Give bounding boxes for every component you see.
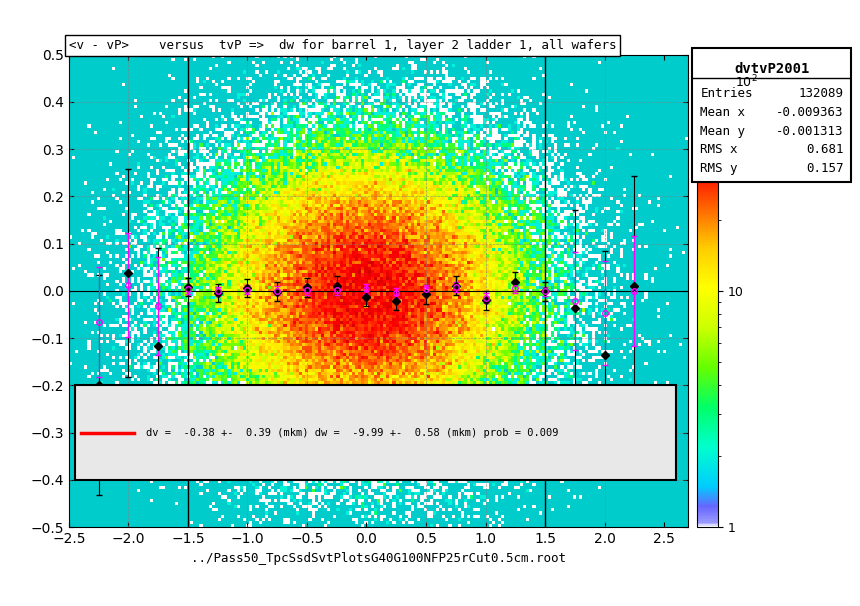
FancyBboxPatch shape: [75, 385, 676, 480]
Text: Mean y: Mean y: [700, 125, 746, 138]
Text: 0.681: 0.681: [806, 143, 844, 156]
Text: dvtvP2001: dvtvP2001: [734, 62, 809, 76]
Text: RMS x: RMS x: [700, 143, 738, 156]
Text: Mean x: Mean x: [700, 106, 746, 119]
X-axis label: ../Pass50_TpcSsdSvtPlotsG40G100NFP25rCut0.5cm.root: ../Pass50_TpcSsdSvtPlotsG40G100NFP25rCut…: [191, 551, 566, 565]
Text: RMS y: RMS y: [700, 162, 738, 175]
Text: -0.001313: -0.001313: [776, 125, 844, 138]
Text: $10^2$: $10^2$: [735, 73, 758, 90]
Text: dv =  -0.38 +-  0.39 (mkm) dw =  -9.99 +-  0.58 (mkm) prob = 0.009: dv = -0.38 +- 0.39 (mkm) dw = -9.99 +- 0…: [146, 428, 559, 438]
Text: <v - vP>    versus  tvP =>  dw for barrel 1, layer 2 ladder 1, all wafers: <v - vP> versus tvP => dw for barrel 1, …: [69, 39, 617, 52]
Text: Entries: Entries: [700, 87, 752, 101]
Text: -0.009363: -0.009363: [776, 106, 844, 119]
Text: 0.157: 0.157: [806, 162, 844, 175]
Text: 132089: 132089: [798, 87, 844, 101]
